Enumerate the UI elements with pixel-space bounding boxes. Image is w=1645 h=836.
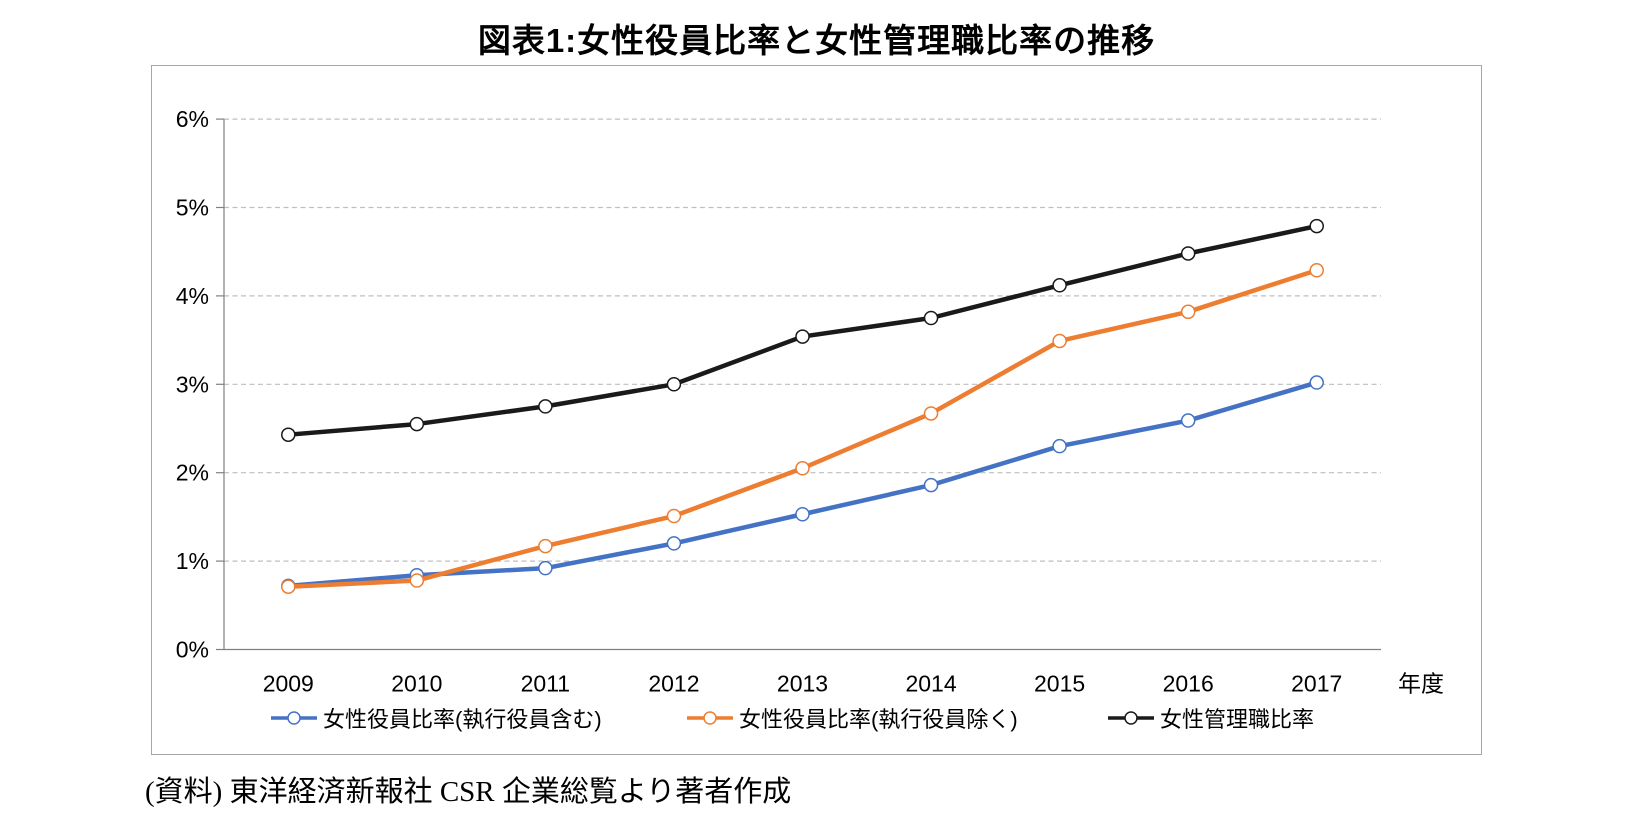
legend-item-kanrishoku: 女性管理職比率 xyxy=(1107,702,1314,734)
data-point-2-2010 xyxy=(409,416,425,432)
x-tick-label: 2015 xyxy=(1034,671,1085,697)
x-tick-label: 2009 xyxy=(263,671,314,697)
x-tick-label: 2016 xyxy=(1163,671,1214,697)
data-point-1-2010 xyxy=(409,573,425,588)
legend-marker-line-circle xyxy=(271,711,317,725)
data-point-1-2009 xyxy=(281,579,296,594)
legend: 女性役員比率(執行役員含む) 女性役員比率(執行役員除く) 女性管理職比率 xyxy=(152,702,1481,742)
legend-item-yakuin-fukumu: 女性役員比率(執行役員含む) xyxy=(270,702,602,734)
data-point-2-2011 xyxy=(538,399,553,414)
data-point-2-2012 xyxy=(666,377,682,392)
y-tick-label: 3% xyxy=(176,371,209,397)
data-point-0-2016 xyxy=(1180,413,1196,428)
legend-label: 女性管理職比率 xyxy=(1160,707,1315,732)
data-point-0-2012 xyxy=(666,536,682,551)
x-tick-label: 2014 xyxy=(905,671,956,697)
data-point-2-2009 xyxy=(281,427,296,442)
data-point-1-2012 xyxy=(666,508,682,524)
legend-marker-line-circle xyxy=(1108,711,1154,725)
x-tick-label: 2012 xyxy=(648,671,699,697)
data-point-0-2011 xyxy=(538,560,553,576)
source-note: (資料) 東洋経済新報社 CSR 企業総覧より著者作成 xyxy=(145,776,792,808)
y-tick-label: 0% xyxy=(176,637,209,663)
x-tick-label: 2017 xyxy=(1291,671,1342,697)
data-point-0-2015 xyxy=(1052,438,1067,454)
data-point-2-2016 xyxy=(1180,246,1196,261)
data-point-1-2017 xyxy=(1309,263,1324,278)
x-tick-label: 2011 xyxy=(521,671,570,697)
legend-label: 女性役員比率(執行役員除く) xyxy=(739,707,1018,732)
data-point-0-2014 xyxy=(923,477,939,493)
data-point-1-2014 xyxy=(923,406,939,421)
y-tick-label: 6% xyxy=(176,106,209,132)
data-point-2-2013 xyxy=(795,329,810,344)
x-axis-unit-label: 年度 xyxy=(1398,671,1444,697)
y-tick-label: 4% xyxy=(176,283,209,309)
data-point-2-2017 xyxy=(1309,218,1324,234)
data-point-2-2015 xyxy=(1052,278,1067,293)
x-tick-label: 2013 xyxy=(777,671,828,697)
series-line-0 xyxy=(286,380,1319,589)
x-tick-label: 2010 xyxy=(391,671,442,697)
legend-marker-line-circle xyxy=(687,711,733,725)
data-point-1-2011 xyxy=(538,538,553,554)
data-point-0-2013 xyxy=(795,506,810,522)
chart-title: 図表1:女性役員比率と女性管理職比率の推移 xyxy=(477,22,1156,59)
y-tick-label: 5% xyxy=(176,195,209,221)
data-point-1-2015 xyxy=(1052,333,1067,349)
data-point-0-2017 xyxy=(1309,375,1324,390)
legend-label: 女性役員比率(執行役員含む) xyxy=(323,707,602,732)
legend-item-yakuin-nozoku: 女性役員比率(執行役員除く) xyxy=(686,702,1018,734)
data-point-2-2014 xyxy=(923,310,939,326)
series-line-1 xyxy=(286,268,1319,589)
chart-frame: 0% 1% 2% 3% 4% 5% 6% 2009 2010 2011 2012 2013 2014 20… xyxy=(151,65,1482,755)
data-point-1-2016 xyxy=(1180,304,1196,320)
data-point-1-2013 xyxy=(795,461,810,476)
y-tick-label: 2% xyxy=(176,460,209,486)
y-tick-label: 1% xyxy=(176,548,209,574)
line-chart: 0% 1% 2% 3% 4% 5% 6% 2009 2010 2011 2012 2013 2014 20… xyxy=(176,106,1444,697)
